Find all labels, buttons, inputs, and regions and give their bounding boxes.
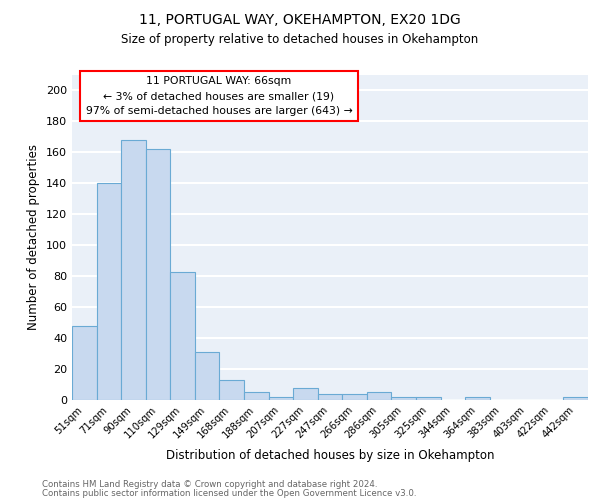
Text: Size of property relative to detached houses in Okehampton: Size of property relative to detached ho… xyxy=(121,32,479,46)
Bar xyxy=(563,397,588,400)
Bar xyxy=(342,394,367,400)
Bar xyxy=(97,184,121,400)
Bar xyxy=(367,392,391,400)
Bar xyxy=(293,388,318,400)
Bar xyxy=(318,394,342,400)
Bar xyxy=(170,272,195,400)
Bar xyxy=(146,150,170,400)
Bar xyxy=(121,140,146,400)
Text: Contains HM Land Registry data © Crown copyright and database right 2024.: Contains HM Land Registry data © Crown c… xyxy=(42,480,377,489)
Text: 11, PORTUGAL WAY, OKEHAMPTON, EX20 1DG: 11, PORTUGAL WAY, OKEHAMPTON, EX20 1DG xyxy=(139,12,461,26)
Bar xyxy=(244,392,269,400)
Bar xyxy=(269,397,293,400)
Text: Contains public sector information licensed under the Open Government Licence v3: Contains public sector information licen… xyxy=(42,489,416,498)
Bar xyxy=(391,397,416,400)
Text: 11 PORTUGAL WAY: 66sqm
← 3% of detached houses are smaller (19)
97% of semi-deta: 11 PORTUGAL WAY: 66sqm ← 3% of detached … xyxy=(86,76,352,116)
Bar xyxy=(465,397,490,400)
Bar xyxy=(72,326,97,400)
Bar xyxy=(416,397,440,400)
Y-axis label: Number of detached properties: Number of detached properties xyxy=(28,144,40,330)
Bar xyxy=(195,352,220,400)
X-axis label: Distribution of detached houses by size in Okehampton: Distribution of detached houses by size … xyxy=(166,449,494,462)
Bar xyxy=(220,380,244,400)
